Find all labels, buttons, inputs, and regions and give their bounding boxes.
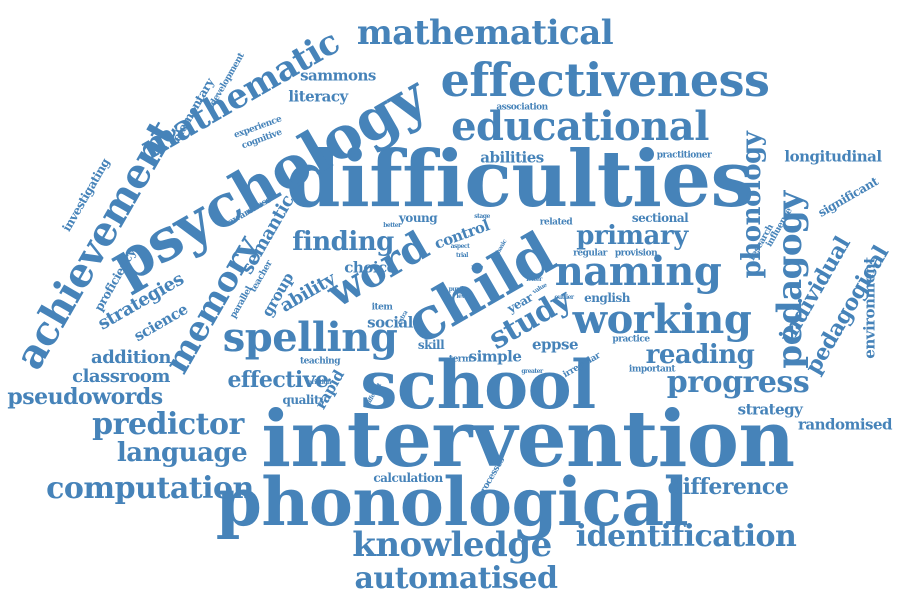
word-classroom: classroom bbox=[72, 366, 170, 387]
word-quality: quality bbox=[282, 393, 326, 407]
word-pseudowords: pseudowords bbox=[7, 384, 163, 410]
word-letter: letter bbox=[526, 276, 542, 283]
word-effectiveness: effectiveness bbox=[440, 53, 770, 107]
word-predictor: predictor bbox=[92, 407, 244, 442]
word-calculation: calculation bbox=[373, 471, 443, 485]
word-primary: primary bbox=[576, 221, 688, 251]
word-pupil: pupil bbox=[448, 286, 464, 293]
word-working: working bbox=[572, 296, 752, 343]
word-school: school bbox=[360, 346, 596, 424]
word-environment: environment bbox=[860, 257, 879, 359]
word-difference: difference bbox=[667, 474, 789, 500]
word-addition: addition bbox=[91, 347, 171, 368]
word-progress: progress bbox=[666, 365, 810, 400]
word-literacy: literacy bbox=[288, 87, 348, 106]
word-related: related bbox=[539, 217, 573, 228]
word-social: social bbox=[367, 313, 413, 332]
word-finding: finding bbox=[292, 227, 394, 257]
word-educational: educational bbox=[451, 103, 709, 150]
word-important: important bbox=[628, 364, 676, 375]
word-teaching: teaching bbox=[300, 356, 341, 367]
word-effective: effective bbox=[227, 367, 329, 393]
word-skill: skill bbox=[417, 338, 445, 352]
word-randomised: randomised bbox=[797, 415, 893, 434]
word-mathematical: mathematical bbox=[356, 13, 614, 53]
word-variation: variation bbox=[305, 379, 331, 386]
word-rule: rule bbox=[471, 264, 483, 271]
word-outlier: outlier bbox=[554, 294, 574, 301]
word-trial: trial bbox=[456, 252, 468, 259]
word-better: better bbox=[383, 222, 401, 229]
word-sammons: sammons bbox=[300, 66, 376, 85]
word-eppse: eppse bbox=[531, 335, 579, 354]
word-level: level bbox=[456, 293, 470, 300]
word-choice: choice bbox=[344, 258, 396, 277]
word-significant: significant bbox=[815, 174, 881, 220]
word-association: association bbox=[496, 102, 548, 113]
word-reading: reading bbox=[645, 340, 755, 370]
word-greater: greater bbox=[521, 368, 543, 375]
word-knowledge: knowledge bbox=[352, 525, 552, 565]
word-abilities: abilities bbox=[480, 148, 544, 167]
word-english: english bbox=[584, 291, 630, 305]
word-difficulties: difficulties bbox=[286, 134, 754, 225]
word-stage: stage bbox=[474, 213, 490, 220]
word-regular: regular bbox=[573, 248, 607, 259]
word-phonological: phonological bbox=[215, 463, 689, 541]
word-strategy: strategy bbox=[737, 400, 803, 419]
word-practice: practice bbox=[612, 334, 650, 345]
word-item: item bbox=[371, 302, 393, 313]
word-sectional: sectional bbox=[631, 211, 689, 225]
word-term: term bbox=[448, 354, 472, 365]
word-provision: provision bbox=[614, 248, 658, 259]
word-automatised: automatised bbox=[354, 561, 558, 593]
word-computation: computation bbox=[46, 471, 254, 506]
word-spelling: spelling bbox=[222, 314, 398, 361]
word-aspect: aspect bbox=[450, 243, 470, 250]
word-language: language bbox=[116, 438, 248, 468]
word-young: young bbox=[398, 211, 438, 225]
word-identification: identification bbox=[575, 519, 797, 554]
word-intervention: intervention bbox=[261, 394, 795, 485]
word-naming: naming bbox=[554, 248, 722, 295]
word-practitioner: practitioner bbox=[656, 150, 712, 161]
word-longitudinal: longitudinal bbox=[784, 147, 882, 166]
word-simple: simple bbox=[468, 347, 522, 366]
